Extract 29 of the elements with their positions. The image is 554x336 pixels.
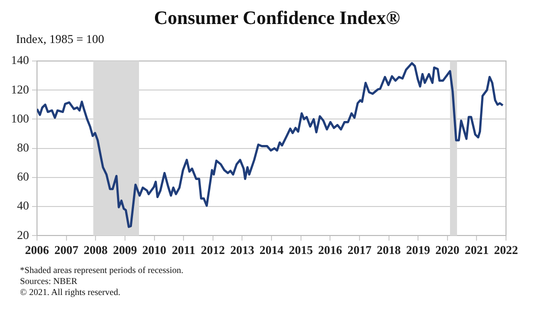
y-tick-label: 80 [17,140,29,154]
text: © 2021. All rights reserved. [20,287,122,298]
x-tick-label: 2020 [435,242,460,257]
y-tick-label: 140 [11,53,29,68]
x-tick-label: 2017 [347,242,372,257]
x-tick-label: 2014 [260,242,284,257]
y-tick-label: 20 [17,228,29,242]
text: *Shaded areas represent periods of recession. [20,265,184,276]
x-tick-label: 2019 [406,242,430,257]
x-tick-label: 2016 [318,242,342,257]
y-tick-label: 100 [11,111,29,126]
y-tick-label: 40 [17,198,29,213]
x-tick-label: 2010 [142,242,166,257]
x-tick-label: 2006 [25,242,49,257]
x-tick-label: 2022 [494,242,518,257]
chart-title: Consumer Confidence Index® [152,8,402,30]
x-tick-label: 2012 [200,242,225,257]
x-tick-label: 2015 [288,242,313,257]
x-tick-label: 2009 [112,242,137,257]
x-tick-label: 2021 [464,242,489,257]
x-tick-label: 2007 [54,242,78,257]
x-tick-label: 2011 [172,242,196,257]
y-axis-title: Index, 1985 = 100 [16,32,106,47]
y-tick-label: 60 [17,170,29,184]
x-tick-label: 2018 [376,242,401,257]
x-tick-label: 2008 [84,242,108,257]
y-tick-label: 120 [11,82,29,96]
x-tick-label: 2013 [230,242,254,257]
source-note: Sources: NBER [20,276,78,287]
